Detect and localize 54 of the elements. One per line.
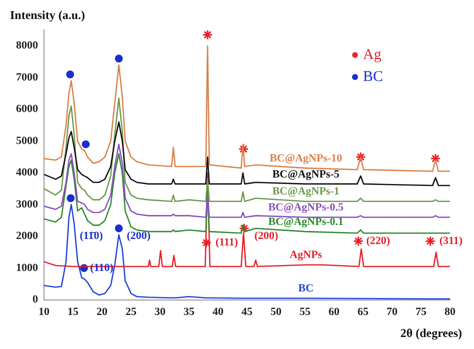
point (353, 236, 364, 246)
series-label: AgNPs (290, 249, 323, 262)
x-axis-title: 2θ (degrees) (400, 326, 462, 340)
x-tick-label: 75 (416, 306, 427, 318)
annotation: (220) (366, 234, 390, 247)
series-label: BC@AgNPs-0.1 (268, 216, 344, 228)
x-tick-label: 65 (358, 306, 369, 318)
series-label: BC@AgNPs-5 (272, 168, 340, 180)
point (202, 30, 213, 40)
annotation: (200) (254, 230, 278, 242)
x-tick-label: 30 (154, 306, 166, 318)
point (201, 237, 212, 248)
y-tick-label: 7000 (16, 71, 38, 84)
x-tick-label: 45 (242, 306, 253, 318)
x-tick-label: 35 (184, 306, 195, 318)
point (114, 224, 123, 232)
x-tick-label: 70 (386, 306, 398, 318)
point (355, 152, 366, 162)
x-tick-label: 80 (444, 306, 456, 318)
x-tick-label: 10 (38, 306, 50, 318)
x-tick-label: 20 (96, 306, 108, 318)
x-tick-label: 40 (212, 306, 224, 318)
series-label: BC@AgNPs-10 (270, 152, 343, 164)
point (425, 236, 436, 246)
y-tick-label: 0 (32, 294, 38, 306)
y-axis-title: Intensity (a.u.) (10, 8, 86, 22)
y-tick-label: 6000 (16, 103, 38, 116)
x-tick-label: 60 (328, 306, 340, 318)
annotation: (311) (439, 234, 463, 247)
annotation: (11̄0) (80, 230, 104, 242)
series-label: BC@AgNPs-1 (272, 186, 340, 198)
y-tick-label: 4000 (16, 166, 38, 179)
legend-label: BC (363, 68, 384, 85)
point (114, 54, 123, 63)
x-tick-label: 50 (270, 306, 282, 318)
annotation: (200) (126, 230, 151, 242)
x-tick-label: 15 (68, 306, 79, 318)
series-label: BC (298, 282, 314, 295)
point (66, 70, 74, 78)
point (430, 153, 441, 164)
y-tick-label: 2000 (16, 230, 38, 242)
series-label: BC@AgNPs-0.5 (268, 202, 344, 214)
x-tick-label: 25 (126, 306, 137, 318)
y-tick-label: 5000 (16, 134, 38, 147)
point (82, 140, 90, 148)
y-tick-label: 3000 (16, 198, 38, 210)
point (238, 144, 249, 154)
x-tick-label: 55 (300, 306, 311, 318)
y-tick-label: 8000 (16, 40, 38, 52)
y-tick-label: 1000 (16, 262, 38, 274)
point (66, 194, 75, 202)
legend-label: Ag (363, 46, 382, 63)
annotation: (111) (215, 236, 238, 249)
point (238, 223, 250, 234)
